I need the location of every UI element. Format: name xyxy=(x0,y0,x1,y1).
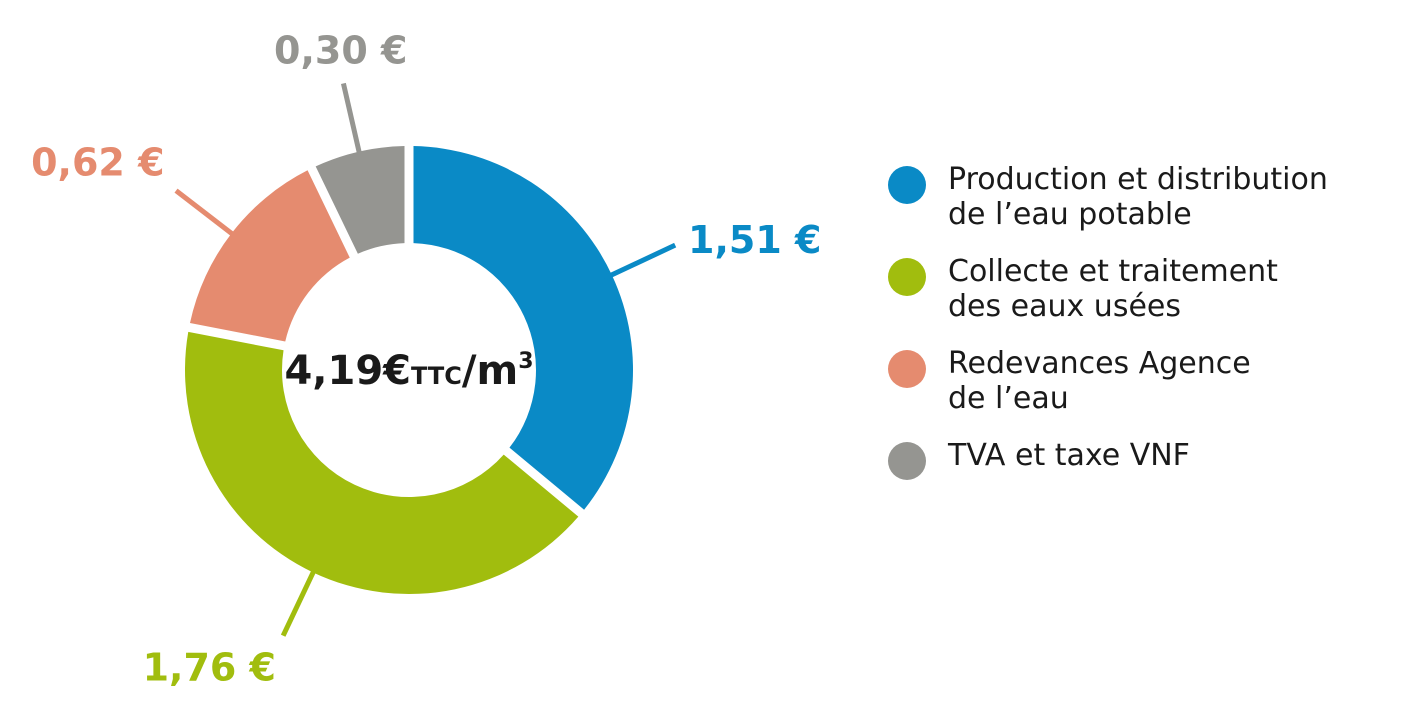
slice-redevances-agence xyxy=(189,170,350,342)
center-total-value: 4,19€ xyxy=(284,348,411,394)
legend-label: TVA et taxe VNF xyxy=(948,438,1190,473)
slice-value-label-collecte-et-traitement: 1,76 € xyxy=(143,646,276,690)
legend-item-production: Production et distribution de l’eau pota… xyxy=(888,162,1408,232)
center-total-superscript: 3 xyxy=(518,349,533,374)
leader-line-tva-et-taxe-vnf xyxy=(340,82,364,160)
slice-value-label-tva-et-taxe-vnf: 0,30 € xyxy=(274,29,407,73)
slice-value-label-production-et-distribution: 1,51 € xyxy=(688,218,821,262)
legend-label: Production et distribution de l’eau pota… xyxy=(948,162,1328,232)
legend-label: Collecte et traitement des eaux usées xyxy=(948,254,1278,324)
legend-swatch xyxy=(888,258,926,296)
legend-swatch xyxy=(888,350,926,388)
legend: Production et distribution de l’eau pota… xyxy=(888,162,1408,502)
legend-item-tva: TVA et taxe VNF xyxy=(888,438,1408,480)
legend-item-collecte: Collecte et traitement des eaux usées xyxy=(888,254,1408,324)
legend-item-redevances: Redevances Agence de l’eau xyxy=(888,346,1408,416)
donut-slices xyxy=(184,146,633,595)
slice-collecte-et-traitement xyxy=(184,331,579,595)
legend-swatch xyxy=(888,166,926,204)
leader-lines xyxy=(174,82,677,637)
leader-line-collecte-et-traitement xyxy=(280,564,319,637)
center-total-unit: /m xyxy=(462,348,518,394)
legend-swatch xyxy=(888,442,926,480)
slice-value-label-redevances-agence: 0,62 € xyxy=(31,140,164,184)
leader-line-production-et-distribution xyxy=(603,242,677,281)
leader-line-redevances-agence xyxy=(174,188,240,241)
legend-label: Redevances Agence de l’eau xyxy=(948,346,1251,416)
slice-production-et-distribution xyxy=(413,146,633,510)
slice-tva-et-taxe-vnf xyxy=(315,146,405,254)
center-total-unit-small: TTC xyxy=(411,362,462,390)
slice-labels: 1,51 € 1,76 € 0,62 € 0,30 € xyxy=(31,29,821,690)
center-total-label: 4,19€TTC/m3 xyxy=(284,348,533,394)
